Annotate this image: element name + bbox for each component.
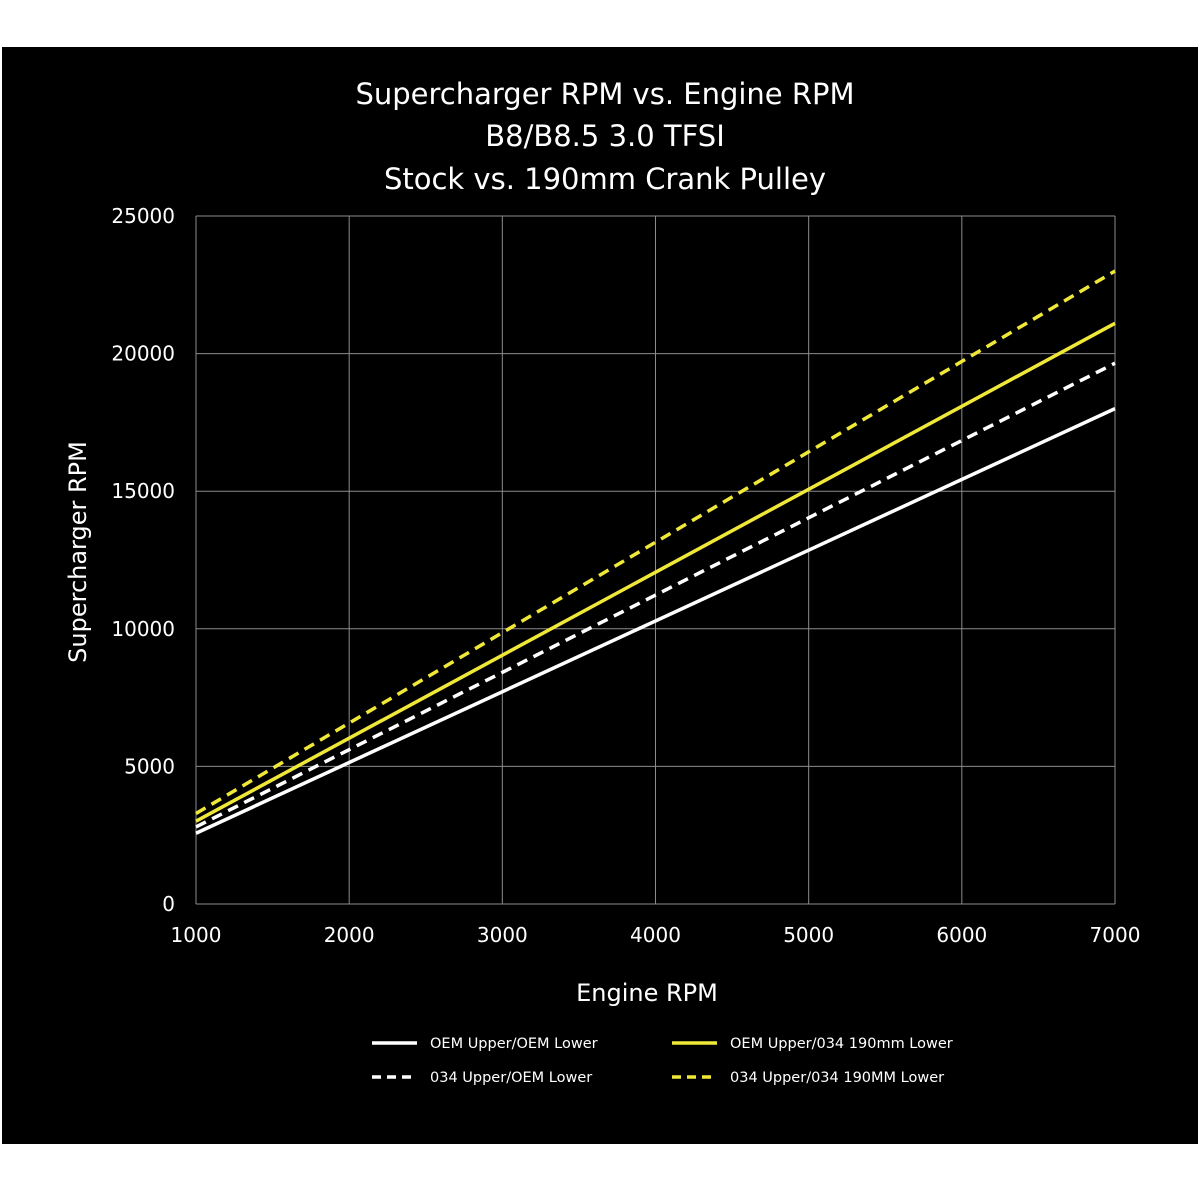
legend: OEM Upper/OEM Lower OEM Upper/034 190mm L… <box>372 1036 953 1086</box>
y-tick-label: 25000 <box>111 204 175 228</box>
series-line-oem-upper-oem-lower <box>195 407 1116 835</box>
x-axis-label: Engine RPM <box>576 979 718 1007</box>
y-tick-label: 15000 <box>111 479 175 503</box>
x-tick-label: 4000 <box>630 923 681 947</box>
x-tick-label: 6000 <box>936 923 987 947</box>
legend-label: OEM Upper/OEM Lower <box>430 1036 598 1052</box>
series-lines <box>195 269 1116 835</box>
title-line-3: Stock vs. 190mm Crank Pulley <box>384 162 826 196</box>
x-tick-label: 7000 <box>1090 923 1141 947</box>
x-tick-label: 1000 <box>171 923 222 947</box>
y-tick-label: 0 <box>162 892 175 916</box>
x-tick-label: 5000 <box>783 923 834 947</box>
title-line-1: Supercharger RPM vs. Engine RPM <box>355 77 854 111</box>
legend-label: 034 Upper/OEM Lower <box>430 1070 592 1086</box>
x-tick-label: 3000 <box>477 923 528 947</box>
y-tick-label: 5000 <box>124 754 175 778</box>
title-line-2: B8/B8.5 3.0 TFSI <box>485 119 725 153</box>
legend-label: 034 Upper/034 190MM Lower <box>730 1070 944 1086</box>
series-line-oem-upper-034-190mm-lower <box>195 321 1116 823</box>
y-axis-label: Supercharger RPM <box>64 441 92 663</box>
chart-title: Supercharger RPM vs. Engine RPM B8/B8.5 … <box>355 77 854 196</box>
x-tick-label: 2000 <box>324 923 375 947</box>
legend-label: OEM Upper/034 190mm Lower <box>730 1036 953 1052</box>
series-line-034-upper-034-190mm-lower <box>195 269 1116 815</box>
tick-labels: 1000 2000 3000 4000 5000 6000 7000 0 5000 10000 15… <box>111 204 1140 947</box>
chart-panel <box>2 47 1198 1144</box>
y-tick-label: 10000 <box>111 617 175 641</box>
series-line-034-upper-oem-lower <box>195 361 1116 829</box>
grid <box>195 215 1116 905</box>
y-tick-label: 20000 <box>111 342 175 366</box>
